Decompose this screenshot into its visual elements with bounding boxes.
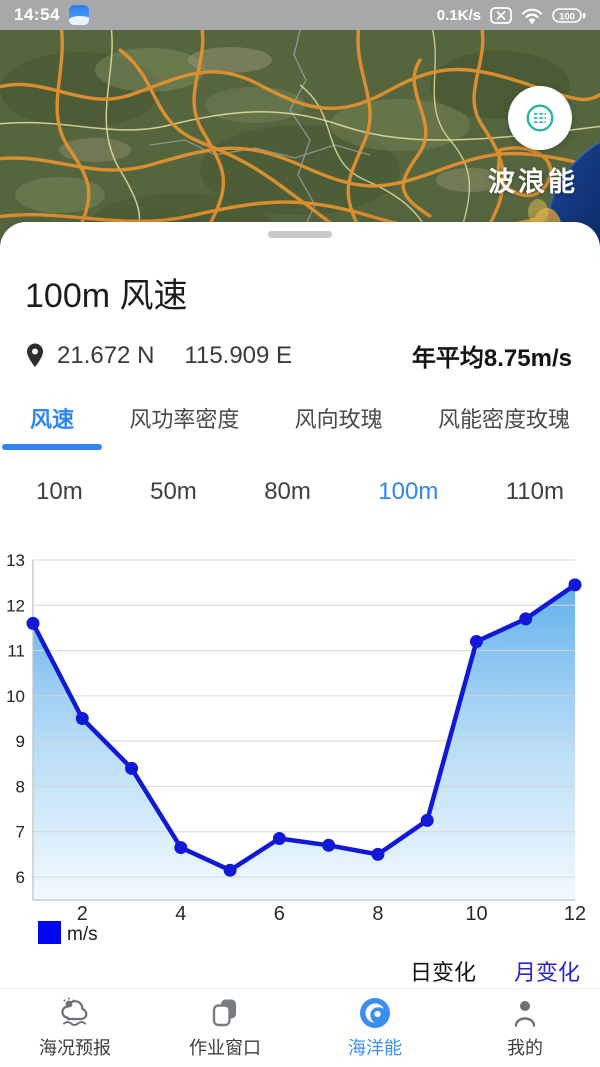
svg-text:8: 8 — [372, 903, 383, 925]
wifi-icon — [521, 8, 543, 24]
battery-percent: 100 — [559, 11, 575, 22]
svg-text:6: 6 — [16, 868, 25, 887]
drag-handle[interactable] — [268, 231, 332, 238]
wave-energy-map-label: 波浪能 — [488, 167, 578, 197]
monthly-variation-toggle[interactable]: 月变化 — [513, 960, 580, 985]
ocean-energy-icon — [360, 998, 390, 1028]
tab-wind-power-density[interactable]: 风功率密度 — [129, 407, 240, 432]
height-80m[interactable]: 80m — [264, 478, 311, 505]
tab-wind-rose[interactable]: 风向玫瑰 — [294, 407, 383, 432]
wind-speed-chart: 6 7 8 9 10 11 12 13 2 4 6 8 10 12 m/s — [0, 542, 600, 947]
annual-average-value: 年平均8.75m/s — [411, 345, 572, 372]
svg-text:12: 12 — [564, 903, 586, 925]
height-selector: 10m 50m 80m 100m 110m — [0, 478, 600, 506]
height-110m[interactable]: 110m — [505, 478, 564, 505]
nav-profile[interactable]: 我的 — [450, 989, 600, 1067]
nav-label: 海洋能 — [348, 1038, 402, 1058]
svg-text:4: 4 — [175, 903, 186, 925]
location-pin-icon — [27, 343, 43, 367]
nav-label: 作业窗口 — [189, 1038, 261, 1058]
svg-text:11: 11 — [7, 642, 25, 661]
work-window-icon — [212, 999, 236, 1027]
period-toggle: 日变化 月变化 — [410, 955, 580, 987]
weather-app-icon — [68, 5, 89, 25]
height-10m[interactable]: 10m — [36, 478, 83, 505]
no-sim-icon — [490, 6, 512, 24]
height-50m[interactable]: 50m — [150, 478, 197, 505]
nav-sea-forecast[interactable]: 海况预报 — [0, 989, 150, 1067]
line-chart: 6 7 8 9 10 11 12 13 2 4 6 8 10 12 m/s — [6, 551, 586, 945]
layers-menu-icon — [526, 104, 554, 132]
nav-label: 我的 — [507, 1038, 543, 1058]
metric-tabs: 风速 风功率密度 风向玫瑰 风能密度玫瑰 — [0, 402, 600, 450]
svg-text:8: 8 — [16, 777, 25, 796]
svg-text:7: 7 — [16, 823, 25, 842]
profile-icon — [514, 1001, 536, 1027]
svg-text:9: 9 — [16, 732, 25, 751]
satellite-map-image — [0, 30, 600, 252]
nav-label: 海况预报 — [39, 1038, 111, 1058]
network-speed: 0.1K/s — [436, 6, 481, 24]
battery-icon: 100 — [552, 7, 586, 23]
svg-text:m/s: m/s — [67, 924, 98, 945]
bottom-nav: 海况预报 作业窗口 海洋能 我的 — [0, 988, 600, 1067]
svg-text:12: 12 — [6, 596, 25, 615]
map[interactable]: 波浪能 — [0, 30, 600, 252]
daily-variation-toggle[interactable]: 日变化 — [409, 960, 476, 985]
sheet-title: 100m 风速 — [25, 277, 188, 315]
svg-text:13: 13 — [6, 551, 25, 570]
sea-forecast-icon — [61, 997, 88, 1026]
tab-energy-density-rose[interactable]: 风能密度玫瑰 — [437, 407, 570, 432]
longitude-value: 115.909 E — [184, 341, 293, 369]
tab-wind-speed[interactable]: 风速 — [1, 402, 103, 450]
clock: 14:54 — [14, 5, 60, 24]
svg-text:6: 6 — [274, 903, 285, 925]
nav-work-window[interactable]: 作业窗口 — [150, 989, 300, 1067]
nav-ocean-energy[interactable]: 海洋能 — [300, 989, 450, 1067]
svg-text:10: 10 — [465, 903, 487, 925]
bottom-sheet: 100m 风速 21.672 N 115.909 E 年平均8.75m/s 风速… — [0, 222, 600, 988]
height-100m[interactable]: 100m — [378, 478, 439, 505]
svg-text:2: 2 — [77, 903, 88, 925]
map-layers-menu-button[interactable] — [508, 86, 572, 150]
status-bar: 14:54 0.1K/s 100 — [0, 0, 600, 30]
location-row: 21.672 N 115.909 E 年平均8.75m/s — [25, 338, 572, 373]
latitude-value: 21.672 N — [57, 341, 155, 369]
svg-text:10: 10 — [6, 687, 25, 706]
